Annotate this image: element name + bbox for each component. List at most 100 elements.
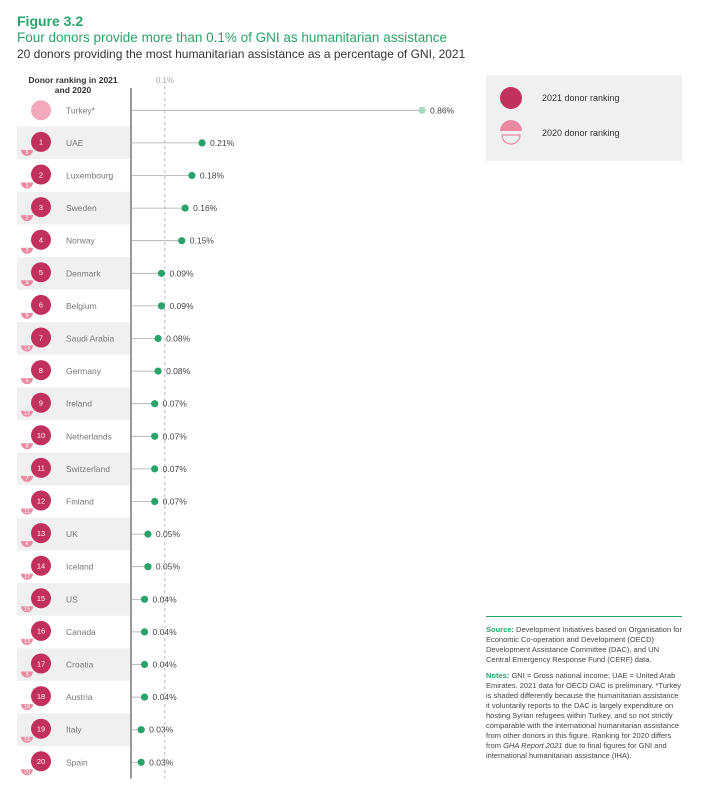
data-label: 0.05% (156, 562, 181, 572)
rank-2021-label: 10 (37, 431, 45, 440)
data-point (157, 269, 166, 277)
rank-2021-marker (31, 555, 51, 576)
category-label: Sweden (66, 203, 97, 213)
data-label: 0.03% (149, 757, 174, 767)
category-label: Switzerland (66, 464, 110, 474)
rank-2020-label: 3 (25, 672, 28, 678)
rank-2021-label: 16 (37, 627, 45, 636)
rank-2021-label: 13 (37, 529, 45, 538)
category-label: UK (66, 529, 78, 539)
rank-2020-label: 14 (24, 346, 30, 352)
category-label: Luxembourg (66, 171, 114, 181)
lollipop-chart: 0.1% 0.86% Turkey* 0.21% UAE 5 1 0.18% Luxembour… (17, 76, 455, 779)
legend-2020-label: 2020 donor ranking (542, 128, 620, 138)
source-text: Development Initiatives based on Organis… (486, 625, 682, 664)
rank-2020-marker (21, 149, 33, 156)
rank-2020-label: 17 (24, 574, 30, 580)
rank-2021-marker (31, 164, 51, 185)
data-label: 0.16% (193, 203, 218, 213)
rank-2020-marker (21, 704, 33, 711)
legend-markers (500, 87, 522, 145)
category-label: Ireland (66, 399, 92, 409)
category-label: Finland (66, 497, 94, 507)
rank-2020-marker (21, 769, 33, 776)
rank-2020-marker (21, 410, 33, 417)
rank-2020-label: 2 (25, 215, 28, 221)
category-label: Canada (66, 627, 96, 637)
data-point (157, 302, 166, 310)
rank-2021-marker (31, 229, 51, 250)
rank-2020-marker (21, 247, 33, 254)
category-label: Belgium (66, 301, 97, 311)
rank-2021-marker (31, 686, 51, 707)
rank-2021-label: 9 (39, 399, 43, 408)
rank-2020-marker (21, 573, 33, 580)
data-point (178, 237, 186, 245)
rank-2020-marker (21, 312, 33, 319)
category-label: Norway (66, 236, 96, 246)
reference-label: 0.1% (156, 76, 174, 85)
rank-2021-label: 11 (37, 464, 45, 473)
rank-2021-label: 14 (37, 562, 45, 571)
rank-2020-marker (21, 182, 33, 189)
category-label: Spain (66, 757, 88, 767)
rank-2020-label: 18 (24, 704, 30, 710)
rank-2021-marker (31, 262, 51, 283)
ranking-header: Donor ranking in 2021 and 2020 (28, 75, 118, 95)
rank-2021-label: 3 (39, 203, 43, 212)
rank-2021-marker (31, 620, 51, 641)
rank-2021-marker (31, 197, 51, 218)
rank-2021-label: 5 (39, 268, 43, 277)
data-point (154, 367, 162, 375)
category-label: Turkey* (66, 105, 96, 115)
data-label: 0.07% (163, 399, 188, 409)
rank-2020-label: 19 (24, 737, 30, 743)
legend-2020-marker-top (500, 120, 522, 131)
rank-2020-marker (21, 345, 33, 352)
rank-2020-marker (21, 541, 33, 548)
data-label: 0.07% (163, 464, 188, 474)
category-label: Austria (66, 692, 93, 702)
data-point (137, 726, 145, 734)
rank-2020-marker (21, 443, 33, 450)
data-label: 0.07% (163, 431, 188, 441)
rank-2020-label: 1 (25, 183, 28, 189)
rank-2021-label: 20 (37, 757, 45, 766)
rank-2021-label: 2 (39, 170, 43, 179)
category-label: Italy (66, 725, 82, 735)
turkey-marker (31, 100, 51, 121)
category-label: Saudi Arabia (66, 334, 114, 344)
category-label: Netherlands (66, 431, 112, 441)
rank-2020-marker (21, 671, 33, 678)
rank-2020-label: 13 (24, 639, 30, 645)
rank-2020-marker (21, 606, 33, 613)
rank-2021-label: 8 (39, 366, 43, 375)
data-point (144, 530, 152, 538)
chart-subtitle: 20 donors providing the most humanitaria… (17, 47, 466, 61)
data-label: 0.05% (156, 529, 181, 539)
data-point (198, 139, 206, 147)
rank-2021-label: 6 (39, 301, 43, 310)
legend-2021-label: 2021 donor ranking (542, 93, 620, 103)
category-label: Croatia (66, 660, 94, 670)
rank-2020-label: 11 (24, 509, 30, 515)
category-label: Germany (66, 366, 102, 376)
data-point (140, 595, 149, 603)
data-point (151, 432, 159, 440)
data-point (151, 400, 159, 408)
legend-2020-marker-bottom (501, 134, 521, 145)
rank-2020-marker (21, 638, 33, 645)
category-label: US (66, 594, 78, 604)
rank-2021-label: 15 (37, 594, 45, 603)
rank-2020-marker (21, 215, 33, 222)
rank-2021-label: 12 (37, 496, 45, 505)
rank-2021-label: 17 (37, 659, 45, 668)
data-point (144, 563, 152, 571)
data-label: 0.04% (153, 660, 178, 670)
rank-2021-marker (31, 751, 51, 772)
rank-2020-marker (21, 508, 33, 515)
data-label: 0.04% (153, 627, 178, 637)
chart-title: Four donors provide more than 0.1% of GN… (17, 30, 447, 45)
notes-note: Notes: GNI = Gross national income; UAE … (486, 671, 682, 761)
category-label: UAE (66, 138, 84, 148)
